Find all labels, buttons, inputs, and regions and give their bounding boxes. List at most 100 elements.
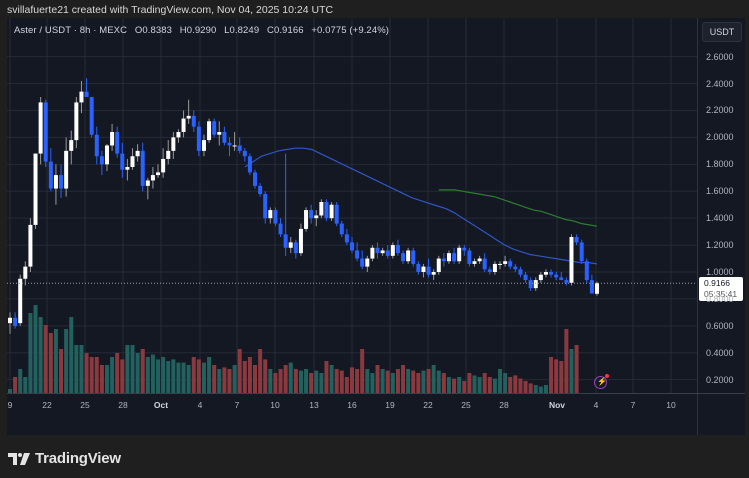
candle (227, 137, 232, 157)
candle (94, 126, 99, 165)
candle (253, 169, 258, 189)
candlestick-chart[interactable] (7, 18, 697, 393)
volume-bar (156, 359, 161, 393)
candle (482, 253, 487, 272)
candle (64, 137, 69, 197)
volume-bar (43, 325, 48, 393)
price-tick: 1.8000 (706, 159, 734, 170)
volume-bar (94, 357, 99, 393)
candle (584, 258, 589, 283)
candle (48, 148, 53, 192)
time-tick: Nov (548, 400, 566, 410)
candle (278, 218, 283, 238)
candle (120, 142, 125, 178)
volume-bar (8, 389, 12, 393)
candle (171, 132, 176, 159)
candle (13, 312, 18, 329)
time-tick: 10 (270, 400, 280, 410)
candle (589, 274, 594, 294)
time-tick: 28 (499, 400, 509, 410)
volume-bar (13, 377, 18, 393)
volume-bar (426, 369, 431, 393)
volume-bar (263, 359, 268, 393)
candle (538, 272, 543, 283)
candle (416, 261, 421, 275)
volume-bar (309, 373, 314, 393)
volume-bar (191, 357, 196, 393)
volume-bar (401, 365, 406, 393)
candle (268, 207, 273, 224)
volume-bar (365, 369, 370, 393)
volume-bar (457, 377, 462, 393)
price-axis[interactable]: USDT 0.9166 05:35:41 2.6000 2.4000 2.2000 2… (697, 18, 746, 435)
candle (508, 258, 513, 270)
lightning-icon[interactable]: ⚡ (594, 374, 609, 389)
candle (84, 78, 89, 98)
axis-corner (697, 393, 745, 436)
time-tick: 4 (197, 400, 203, 410)
candle (595, 281, 599, 296)
volume-bar (513, 375, 518, 393)
candle (452, 247, 457, 264)
candle (196, 121, 201, 157)
price-tick: 0.6000 (706, 320, 734, 331)
candle (554, 272, 559, 281)
candle (130, 148, 135, 170)
price-tick: 0.8000 (706, 293, 734, 304)
candle (247, 153, 252, 176)
candle (472, 258, 477, 267)
volume-bar (436, 370, 441, 393)
symbol-label: Aster / USDT · 8h · MEXC (14, 25, 128, 36)
candle (436, 255, 441, 275)
volume-bar (431, 365, 436, 393)
volume-bar (298, 370, 303, 393)
candle (314, 210, 319, 227)
volume-bar (38, 317, 43, 393)
time-tick: Oct (153, 400, 169, 410)
volume-bar (84, 353, 89, 393)
candle (186, 99, 191, 124)
volume-bar (324, 361, 329, 393)
candle (23, 261, 28, 286)
volume-bar (278, 369, 283, 393)
volume-bar (176, 362, 181, 393)
price-tick: 1.4000 (706, 213, 734, 224)
candle (431, 269, 436, 281)
plot-area[interactable]: Aster / USDT · 8h · MEXC O0.8383 H0.9290… (7, 18, 697, 393)
candle (8, 312, 12, 334)
volume-bar (477, 377, 482, 393)
time-axis[interactable]: 9 22 25 28 Oct 4 7 10 13 16 19 22 25 28 Nov 4 7 10 (7, 393, 697, 436)
time-tick: 13 (309, 400, 319, 410)
volume-bar (273, 373, 278, 393)
volume-bar (503, 373, 508, 393)
volume-bar (528, 383, 533, 393)
volume-bar (360, 349, 365, 393)
candle (293, 239, 298, 259)
volume-bar (69, 317, 74, 393)
candle (110, 123, 115, 151)
candle (355, 242, 360, 262)
volume-bar (533, 385, 538, 393)
time-tick: 25 (80, 400, 90, 410)
time-tick: 9 (7, 400, 13, 410)
volume-bar (518, 378, 523, 393)
candle (74, 97, 79, 149)
volume-bar (487, 377, 492, 393)
volume-bar (462, 381, 467, 393)
candle (421, 263, 426, 278)
change-value: +0.0775 (+9.24%) (311, 25, 390, 36)
candle (549, 269, 554, 278)
candle (360, 250, 365, 270)
volume-bar (411, 370, 416, 393)
candle (69, 130, 74, 165)
currency-unit-button[interactable]: USDT (702, 22, 742, 42)
volume-bar (115, 353, 120, 393)
candle (503, 255, 508, 267)
candle (28, 218, 33, 272)
candle (79, 80, 84, 114)
candle (426, 258, 431, 278)
candle (569, 234, 574, 286)
candle (370, 245, 375, 262)
candle (375, 242, 380, 259)
volume-bar (339, 370, 344, 393)
